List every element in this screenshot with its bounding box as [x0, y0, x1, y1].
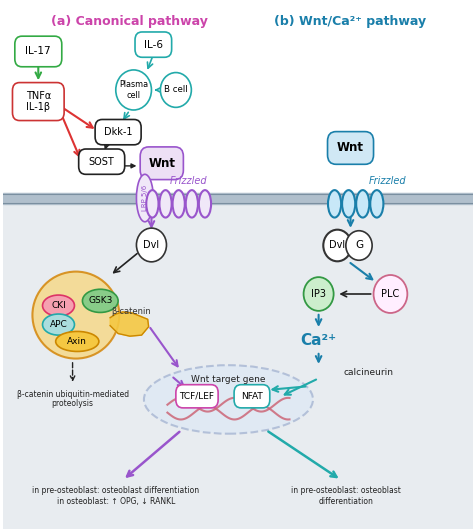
Text: LRP 5/6: LRP 5/6 — [142, 185, 148, 211]
Bar — [3, 193, 473, 528]
Polygon shape — [110, 312, 149, 336]
Ellipse shape — [137, 174, 153, 222]
Ellipse shape — [370, 190, 383, 217]
Ellipse shape — [144, 365, 313, 434]
Text: Frizzled: Frizzled — [170, 176, 207, 186]
Ellipse shape — [43, 314, 74, 335]
FancyBboxPatch shape — [12, 83, 64, 120]
Circle shape — [323, 229, 352, 261]
Text: TCF/LEF: TCF/LEF — [180, 392, 215, 401]
Text: in osteoblast: ↑ OPG, ↓ RANKL: in osteoblast: ↑ OPG, ↓ RANKL — [56, 497, 175, 506]
FancyBboxPatch shape — [95, 119, 141, 145]
Ellipse shape — [159, 190, 172, 217]
Text: APC: APC — [50, 320, 67, 329]
Circle shape — [160, 73, 191, 108]
FancyBboxPatch shape — [234, 385, 270, 408]
Text: Dvl: Dvl — [329, 241, 346, 251]
Text: Ca²⁺: Ca²⁺ — [301, 333, 337, 348]
Text: Dkk-1: Dkk-1 — [104, 127, 132, 137]
Text: Frizzled: Frizzled — [368, 176, 406, 186]
Text: Plasma
cell: Plasma cell — [119, 80, 148, 100]
Ellipse shape — [356, 190, 369, 217]
Circle shape — [346, 231, 372, 260]
Text: in pre-osteoblast: osteoblast: in pre-osteoblast: osteoblast — [291, 486, 401, 495]
Text: calcineurin: calcineurin — [343, 367, 393, 376]
Ellipse shape — [186, 190, 198, 217]
Text: SOST: SOST — [89, 157, 115, 166]
Text: B cell: B cell — [164, 85, 188, 94]
FancyBboxPatch shape — [135, 32, 172, 57]
Ellipse shape — [199, 190, 211, 217]
Ellipse shape — [173, 190, 185, 217]
Bar — [3, 193, 473, 205]
FancyBboxPatch shape — [79, 149, 125, 174]
FancyBboxPatch shape — [15, 36, 62, 67]
Text: differentiation: differentiation — [319, 497, 374, 506]
Text: IL-17: IL-17 — [26, 47, 51, 57]
Text: CKI: CKI — [51, 301, 66, 310]
Text: Wnt: Wnt — [337, 142, 364, 154]
FancyBboxPatch shape — [140, 147, 183, 180]
Ellipse shape — [342, 190, 355, 217]
Text: proteolysis: proteolysis — [52, 399, 93, 408]
Circle shape — [374, 275, 407, 313]
Text: β-catenin ubiquitin-mediated: β-catenin ubiquitin-mediated — [17, 390, 128, 399]
Text: (a) Canonical pathway: (a) Canonical pathway — [51, 14, 208, 28]
Circle shape — [303, 277, 334, 311]
Text: Wnt target gene: Wnt target gene — [191, 375, 266, 384]
Circle shape — [137, 228, 166, 262]
Text: Dvl: Dvl — [144, 240, 160, 250]
FancyBboxPatch shape — [176, 385, 218, 408]
Text: GSK3: GSK3 — [88, 296, 112, 305]
Text: IP3: IP3 — [311, 289, 326, 299]
Ellipse shape — [43, 295, 74, 316]
FancyBboxPatch shape — [328, 131, 374, 164]
Text: IL-6: IL-6 — [144, 40, 163, 50]
Text: Wnt: Wnt — [148, 157, 175, 170]
Text: in pre-osteoblast: osteoblast differentiation: in pre-osteoblast: osteoblast differenti… — [32, 486, 200, 495]
Text: Axin: Axin — [67, 337, 87, 346]
Bar — [3, 2, 473, 193]
Ellipse shape — [32, 271, 119, 359]
Text: PLC: PLC — [381, 289, 400, 299]
Text: β-catenin: β-catenin — [111, 307, 151, 316]
Circle shape — [116, 70, 152, 110]
Ellipse shape — [55, 331, 99, 351]
Ellipse shape — [328, 190, 341, 217]
Ellipse shape — [82, 289, 118, 313]
Ellipse shape — [146, 190, 158, 217]
Text: NFAT: NFAT — [241, 392, 263, 401]
Text: TNFα
IL-1β: TNFα IL-1β — [26, 91, 51, 112]
Text: (b) Wnt/Ca²⁺ pathway: (b) Wnt/Ca²⁺ pathway — [274, 14, 427, 28]
Text: G: G — [355, 241, 363, 251]
